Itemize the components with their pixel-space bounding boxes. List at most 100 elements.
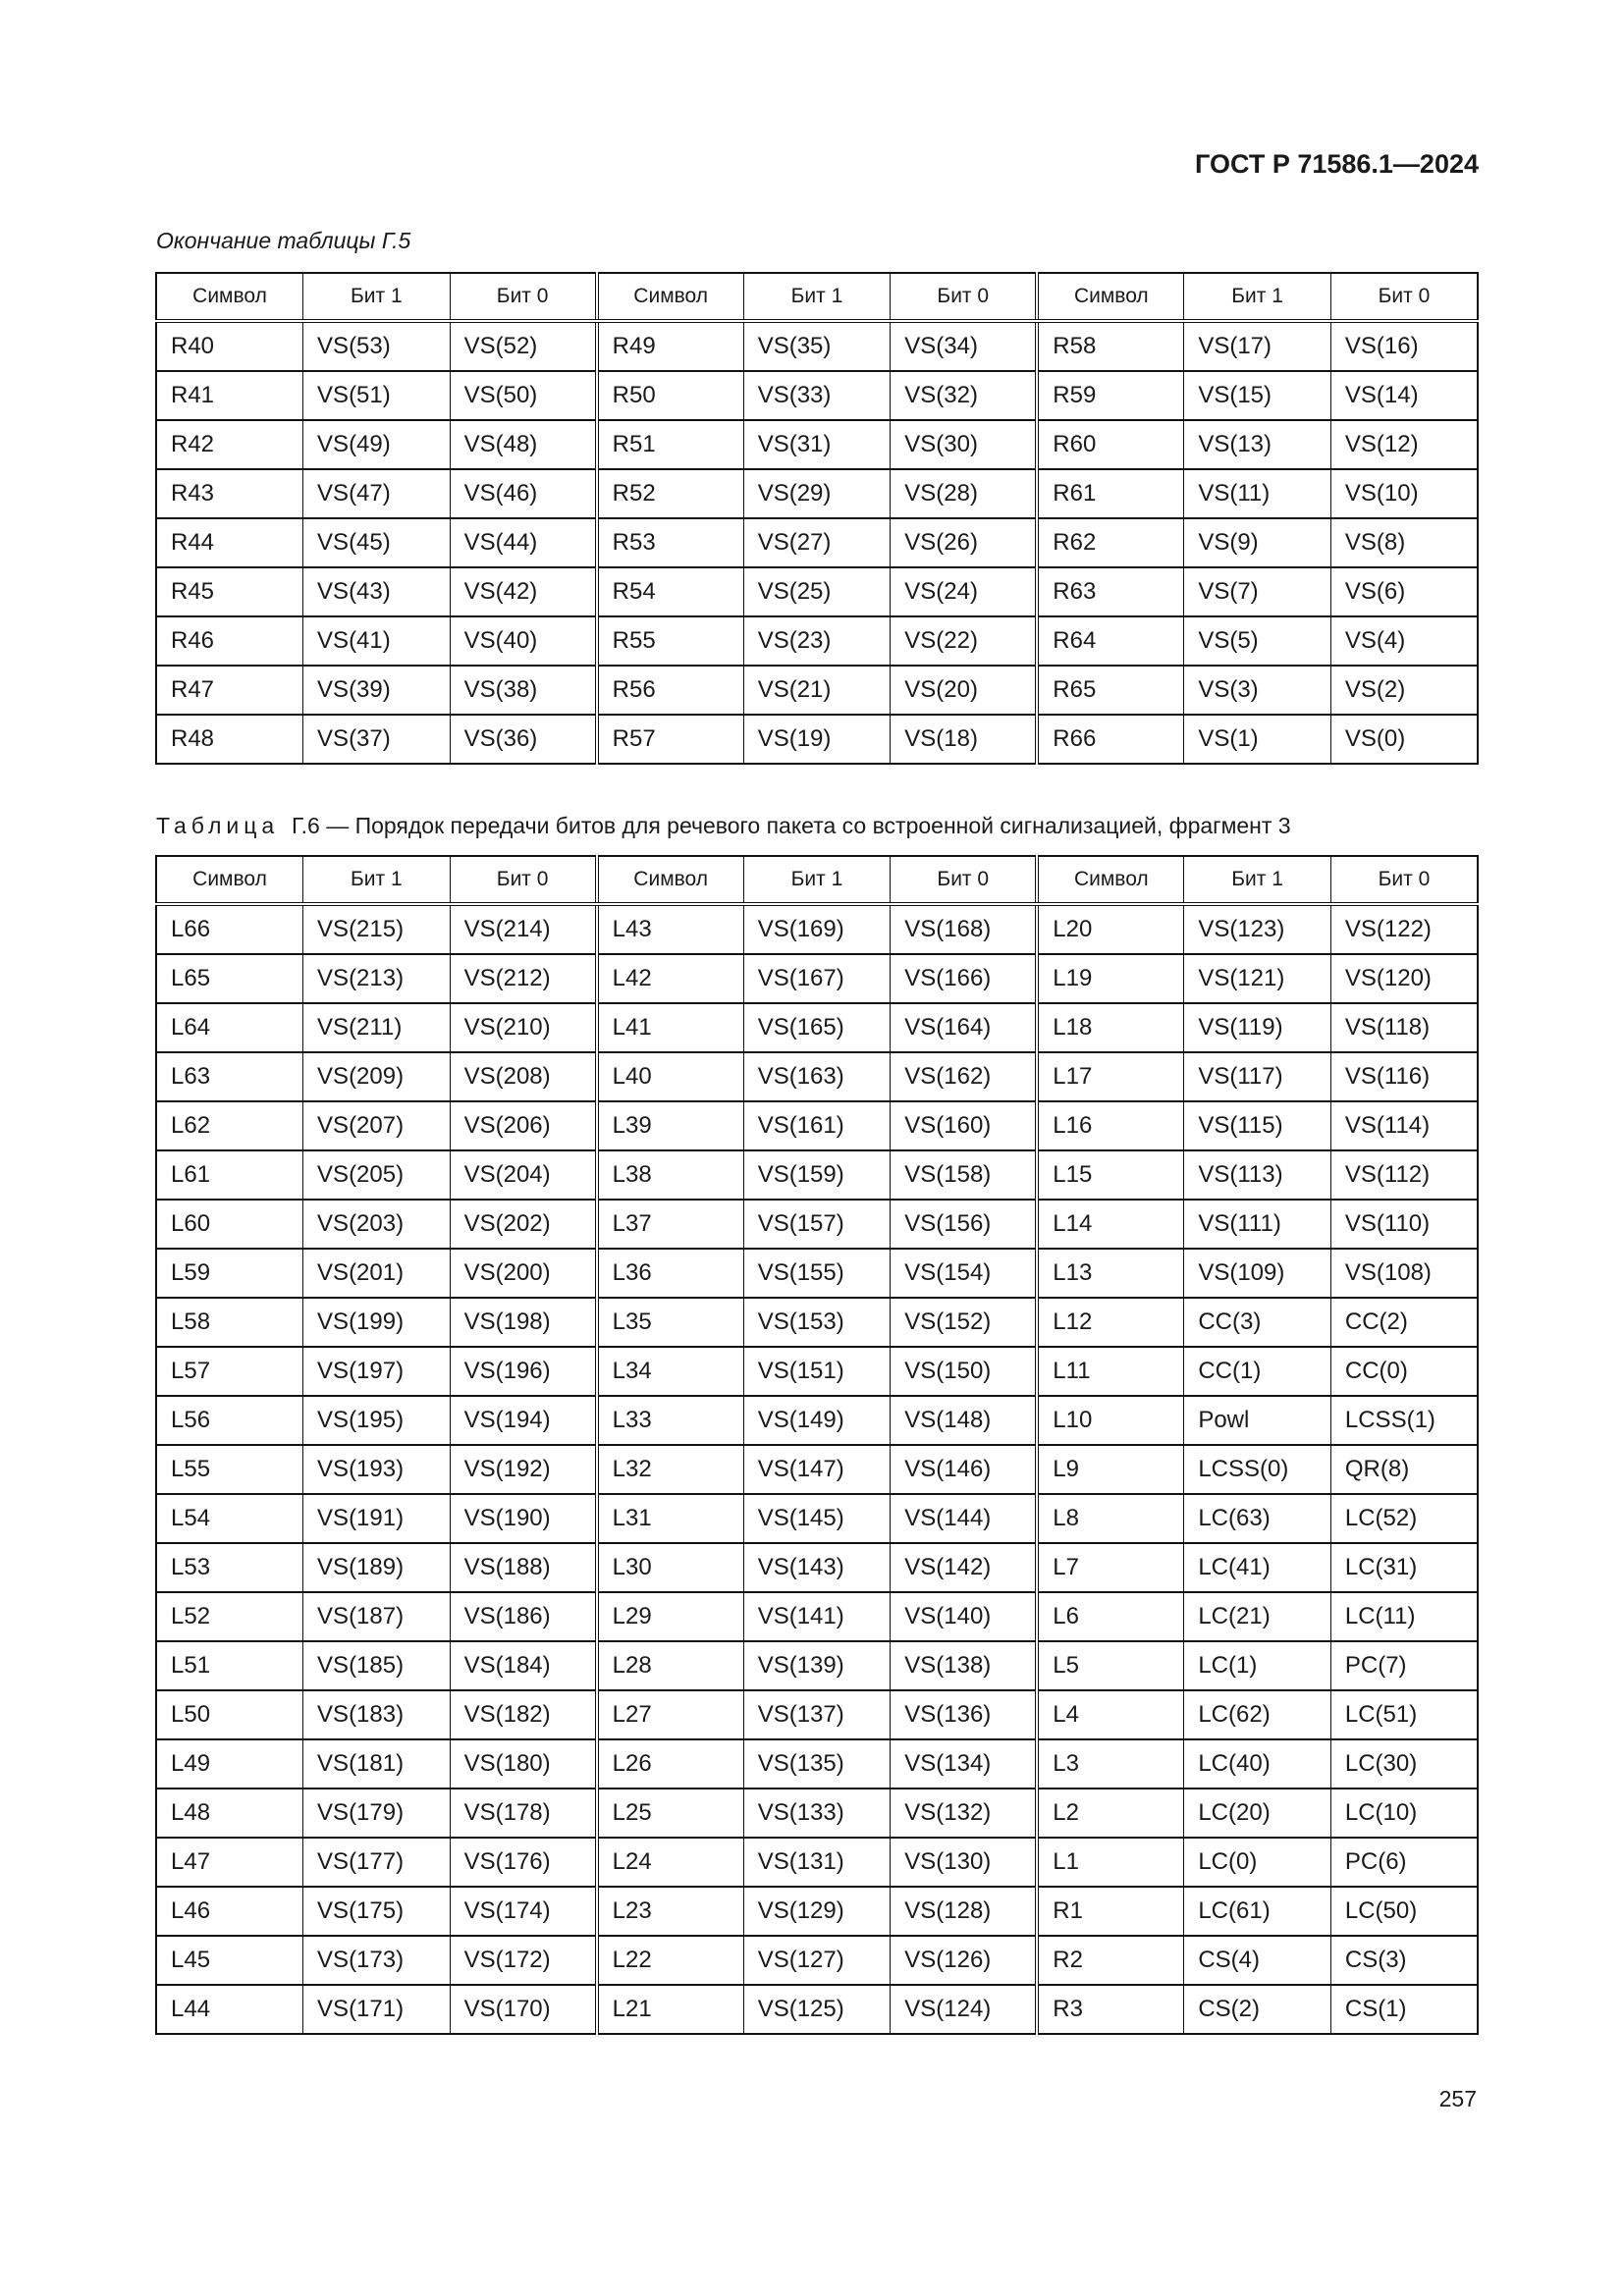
table-cell: VS(195) xyxy=(302,1395,451,1446)
table-cell: CS(2) xyxy=(1183,1984,1331,2035)
table-cell: L50 xyxy=(155,1689,304,1740)
table-cell: R59 xyxy=(1035,370,1185,421)
table-cell: VS(125) xyxy=(742,1984,892,2035)
table-cell: VS(177) xyxy=(302,1837,451,1888)
table-row: L52 VS(187) VS(186) L29 VS(141) VS(140) L6 LC(2… xyxy=(155,1591,1479,1642)
column-header: Бит 1 xyxy=(302,272,451,323)
table-cell: VS(205) xyxy=(302,1149,451,1201)
table-cell: L66 xyxy=(155,903,304,955)
table-cell: R52 xyxy=(594,468,744,519)
table-cell: R64 xyxy=(1035,615,1185,667)
table2-caption-text: Г.6 — Порядок передачи битов для речевог… xyxy=(291,813,1291,838)
table-cell: L65 xyxy=(155,953,304,1004)
table-cell: R51 xyxy=(594,419,744,470)
table-cell: VS(112) xyxy=(1329,1149,1479,1201)
table-cell: CS(1) xyxy=(1329,1984,1479,2035)
table-cell: VS(122) xyxy=(1329,903,1479,955)
table-cell: L16 xyxy=(1035,1100,1185,1151)
table-cell: VS(13) xyxy=(1183,419,1331,470)
table-cell: VS(7) xyxy=(1183,566,1331,617)
table-cell: R43 xyxy=(155,468,304,519)
table-row: L62 VS(207) VS(206) L39 VS(161) VS(160) L16 VS(… xyxy=(155,1100,1479,1151)
table-cell: VS(188) xyxy=(449,1542,598,1593)
table-cell: VS(130) xyxy=(890,1837,1038,1888)
table-row: R47 VS(39) VS(38) R56 VS(21) VS(20) R65 VS(3) VS… xyxy=(155,665,1479,716)
table-cell: R1 xyxy=(1035,1886,1185,1937)
table-cell: L11 xyxy=(1035,1346,1185,1397)
table-cell: VS(118) xyxy=(1329,1002,1479,1053)
table-cell: VS(138) xyxy=(890,1640,1038,1691)
table-cell: L18 xyxy=(1035,1002,1185,1053)
table-cell: LC(51) xyxy=(1329,1689,1479,1740)
table-cell: VS(203) xyxy=(302,1199,451,1250)
table-row: L49 VS(181) VS(180) L26 VS(135) VS(134) L3 LC(4… xyxy=(155,1738,1479,1789)
table-cell: VS(26) xyxy=(890,517,1038,568)
table-cell: R45 xyxy=(155,566,304,617)
table-row: R42 VS(49) VS(48) R51 VS(31) VS(30) R60 VS(13) V… xyxy=(155,419,1479,470)
table-cell: L37 xyxy=(594,1199,744,1250)
column-header: Бит 1 xyxy=(302,855,451,906)
table-cell: L30 xyxy=(594,1542,744,1593)
table-cell: CC(2) xyxy=(1329,1297,1479,1348)
table-cell: R55 xyxy=(594,615,744,667)
table-cell: VS(208) xyxy=(449,1051,598,1102)
table-cell: VS(174) xyxy=(449,1886,598,1937)
table-cell: R50 xyxy=(594,370,744,421)
table-row: L54 VS(191) VS(190) L31 VS(145) VS(144) L8 LC(6… xyxy=(155,1493,1479,1544)
table-cell: L56 xyxy=(155,1395,304,1446)
table-cell: R53 xyxy=(594,517,744,568)
column-header: Бит 0 xyxy=(1329,855,1479,906)
table-row: L64 VS(211) VS(210) L41 VS(165) VS(164) L18 VS(… xyxy=(155,1002,1479,1053)
table-cell: VS(157) xyxy=(742,1199,892,1250)
table-cell: VS(159) xyxy=(742,1149,892,1201)
table-cell: L23 xyxy=(594,1886,744,1937)
table-cell: R3 xyxy=(1035,1984,1185,2035)
table-cell: VS(167) xyxy=(742,953,892,1004)
table-cell: CC(0) xyxy=(1329,1346,1479,1397)
table-cell: VS(158) xyxy=(890,1149,1038,1201)
table-cell: L13 xyxy=(1035,1248,1185,1299)
table-cell: VS(131) xyxy=(742,1837,892,1888)
table-cell: VS(211) xyxy=(302,1002,451,1053)
table-cell: VS(9) xyxy=(1183,517,1331,568)
table-cell: L40 xyxy=(594,1051,744,1102)
table-cell: VS(109) xyxy=(1183,1248,1331,1299)
table-cell: LC(62) xyxy=(1183,1689,1331,1740)
table-cell: VS(152) xyxy=(890,1297,1038,1348)
table-row: L50 VS(183) VS(182) L27 VS(137) VS(136) L4 LC(6… xyxy=(155,1689,1479,1740)
table-cell: L20 xyxy=(1035,903,1185,955)
table-cell: LC(1) xyxy=(1183,1640,1331,1691)
column-header: Символ xyxy=(594,855,744,906)
table-cell: LC(30) xyxy=(1329,1738,1479,1789)
table-cell: VS(22) xyxy=(890,615,1038,667)
table-cell: L54 xyxy=(155,1493,304,1544)
document-id: ГОСТ Р 71586.1—2024 xyxy=(1195,149,1479,179)
table-cell: VS(175) xyxy=(302,1886,451,1937)
table-cell: VS(117) xyxy=(1183,1051,1331,1102)
table-cell: L64 xyxy=(155,1002,304,1053)
table-cell: L26 xyxy=(594,1738,744,1789)
table-cell: VS(28) xyxy=(890,468,1038,519)
column-header: Бит 0 xyxy=(890,272,1038,323)
table-cell: VS(134) xyxy=(890,1738,1038,1789)
table-cell: VS(15) xyxy=(1183,370,1331,421)
table-g5-end: Символ Бит 1 Бит 0 Символ Бит 1 Бит 0 Символ Би… xyxy=(155,272,1479,765)
table-cell: VS(147) xyxy=(742,1444,892,1495)
table-cell: R66 xyxy=(1035,714,1185,765)
table-cell: VS(19) xyxy=(742,714,892,765)
table-cell: L53 xyxy=(155,1542,304,1593)
table-cell: VS(141) xyxy=(742,1591,892,1642)
table-cell: VS(146) xyxy=(890,1444,1038,1495)
table-cell: LC(21) xyxy=(1183,1591,1331,1642)
table-cell: VS(180) xyxy=(449,1738,598,1789)
table-cell: L57 xyxy=(155,1346,304,1397)
column-header: Символ xyxy=(1035,272,1185,323)
table-cell: VS(42) xyxy=(449,566,598,617)
table-row: L55 VS(193) VS(192) L32 VS(147) VS(146) L9 LCSS… xyxy=(155,1444,1479,1495)
table-row: L59 VS(201) VS(200) L36 VS(155) VS(154) L13 VS(… xyxy=(155,1248,1479,1299)
column-header: Символ xyxy=(594,272,744,323)
table-cell: L31 xyxy=(594,1493,744,1544)
table-cell: L29 xyxy=(594,1591,744,1642)
table-cell: VS(136) xyxy=(890,1689,1038,1740)
table-cell: LCSS(0) xyxy=(1183,1444,1331,1495)
